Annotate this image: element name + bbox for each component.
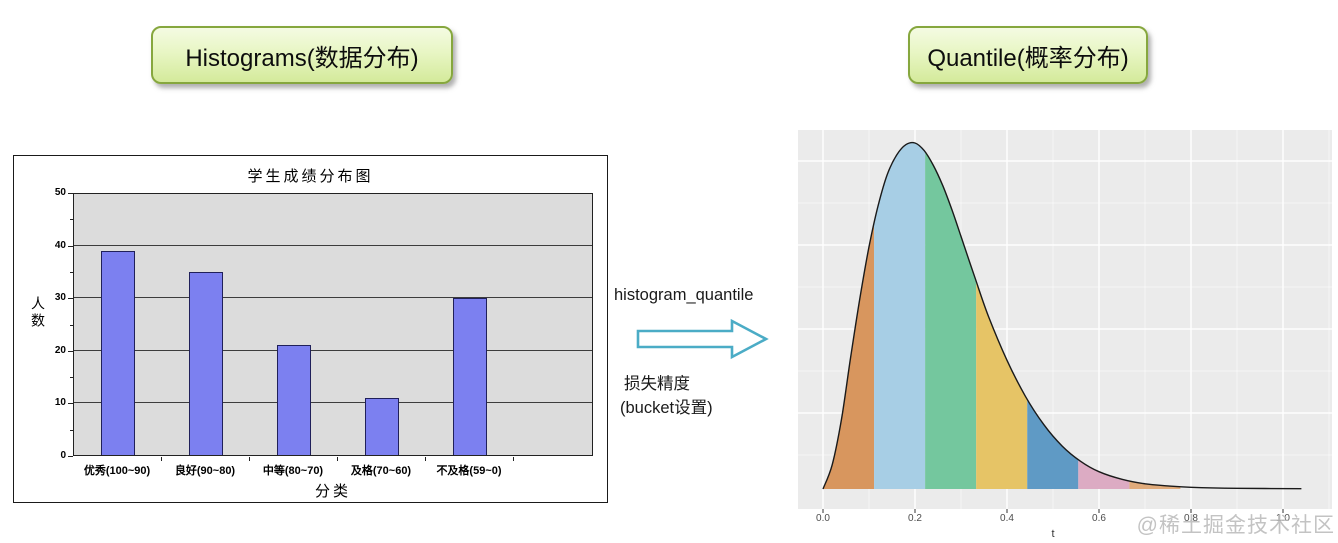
- y-minor-tick: [70, 429, 73, 431]
- x-category-tick: [513, 457, 514, 461]
- x-tick-label: 0.6: [1092, 513, 1106, 524]
- x-category-tick: [249, 457, 250, 461]
- y-major-tick: [68, 350, 73, 352]
- gridline: [74, 349, 592, 351]
- y-minor-tick: [70, 271, 73, 273]
- x-category-tick: [425, 457, 426, 461]
- y-minor-tick: [70, 377, 73, 379]
- x-category-tick: [337, 457, 338, 461]
- x-tick-label: 0.0: [816, 513, 830, 524]
- gridline: [74, 245, 592, 247]
- histogram-bar-chart: 学生成绩分布图 人数 0 10 20 30 40 50 优秀(100~90) 良好(90~80…: [13, 155, 608, 503]
- y-tick-label: 20: [54, 344, 66, 356]
- y-major-tick: [68, 456, 73, 457]
- x-category-label: 及格(70~60): [350, 465, 412, 477]
- x-category-label: 良好(90~80): [174, 465, 236, 477]
- histogram-quantile-label: histogram_quantile: [614, 286, 754, 304]
- precision-loss-note: 损失精度: [624, 375, 690, 393]
- quantile-badge: Quantile(概率分布): [908, 26, 1148, 84]
- gridline: [74, 401, 592, 403]
- bar-5: [453, 298, 487, 455]
- y-minor-tick: [70, 324, 73, 326]
- y-major-tick: [68, 245, 73, 247]
- x-category-label: 优秀(100~90): [83, 465, 151, 477]
- bar-2: [189, 272, 223, 455]
- bar-4: [365, 397, 399, 455]
- watermark: @稀土掘金技术社区: [1136, 514, 1335, 537]
- y-tick-label: 0: [60, 450, 66, 461]
- y-major-tick: [68, 193, 73, 194]
- density-plot-area: [798, 130, 1332, 513]
- y-major-tick: [68, 403, 73, 405]
- bar-3: [277, 345, 311, 455]
- bar-chart-x-axis-label: 分类: [314, 483, 351, 500]
- x-tick-label: 1.0: [1276, 513, 1290, 524]
- y-tick-label: 30: [54, 292, 66, 304]
- y-tick-label: 10: [54, 397, 66, 409]
- y-tick-label: 50: [54, 187, 66, 198]
- x-tick-label: 0.4: [1000, 513, 1014, 524]
- x-category-label: 中等(80~70): [262, 465, 324, 477]
- right-arrow-icon: [636, 318, 769, 360]
- x-category-tick: [161, 457, 162, 461]
- histograms-badge: Histograms(数据分布): [151, 26, 453, 84]
- density-curve: [822, 141, 1302, 490]
- gridline: [74, 297, 592, 299]
- x-category-label: 不及格(59~0): [436, 465, 502, 477]
- quantile-band-2: [874, 142, 926, 490]
- y-major-tick: [68, 298, 73, 300]
- bar-1: [101, 251, 135, 455]
- bucket-setting-note: (bucket设置): [620, 399, 713, 417]
- y-tick-label: 40: [54, 239, 66, 251]
- x-tick-label: 0.8: [1184, 513, 1198, 524]
- quantile-density-chart: 0.0 0.2 0.4 0.6 0.8 1.0 t: [798, 130, 1338, 543]
- density-x-axis-label: t: [1051, 528, 1055, 540]
- x-tick-label: 0.2: [908, 513, 922, 524]
- y-minor-tick: [70, 219, 73, 221]
- bar-plot-area: [73, 193, 593, 456]
- bar-chart-y-axis-label: 人数: [30, 296, 46, 330]
- bar-chart-title: 学生成绩分布图: [247, 168, 374, 185]
